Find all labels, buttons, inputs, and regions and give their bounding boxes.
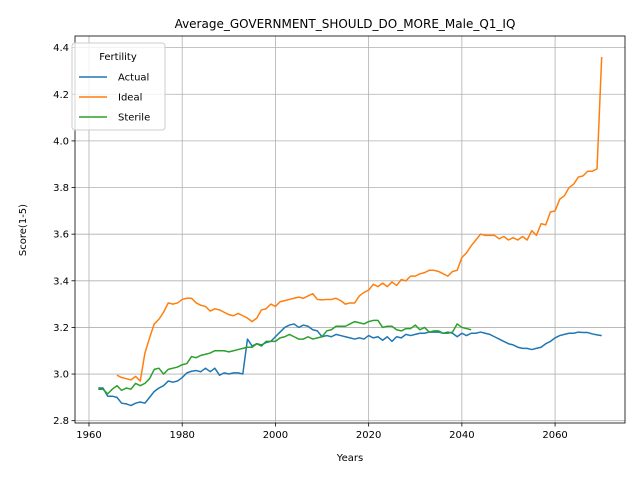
grid [75, 36, 625, 423]
legend-label-actual: Actual [118, 73, 149, 84]
legend-box [71, 42, 166, 131]
y-tick-label: 2.8 [53, 416, 69, 427]
y-axis-label: Score(1-5) [18, 204, 29, 256]
x-tick-label: 1980 [169, 430, 194, 441]
series-line-sterile [98, 319, 472, 395]
y-axis: 2.8 3.0 3.2 3.4 3.6 3.8 4.0 4.2 4.4 [53, 43, 75, 427]
x-tick-label: 2020 [356, 430, 381, 441]
y-tick-label: 4.2 [53, 90, 69, 101]
legend-label-sterile: Sterile [118, 113, 150, 124]
legend-title: Fertility [99, 52, 137, 63]
chart-title: Average_GOVERNMENT_SHOULD_DO_MORE_Male_Q… [175, 17, 516, 31]
y-tick-label: 3.4 [53, 276, 69, 287]
series-line-actual [98, 323, 602, 407]
y-tick-label: 4.0 [53, 136, 69, 147]
legend: Fertility Actual Ideal Sterile [71, 42, 166, 131]
series-line-ideal [116, 56, 603, 382]
y-tick-label: 3.0 [53, 370, 69, 381]
x-tick-label: 1960 [76, 430, 101, 441]
x-tick-label: 2040 [449, 430, 474, 441]
y-tick-label: 4.4 [53, 43, 69, 54]
y-tick-label: 3.8 [53, 183, 69, 194]
y-tick-label: 3.2 [53, 323, 69, 334]
x-axis: 1960 1980 2000 2020 2040 2060 [76, 423, 568, 441]
series-layer [98, 56, 603, 407]
x-axis-label: Years [336, 453, 363, 464]
plot-frame [74, 35, 626, 424]
x-tick-label: 2060 [542, 430, 567, 441]
y-tick-label: 3.6 [53, 230, 69, 241]
legend-label-ideal: Ideal [118, 93, 142, 104]
x-tick-label: 2000 [263, 430, 288, 441]
